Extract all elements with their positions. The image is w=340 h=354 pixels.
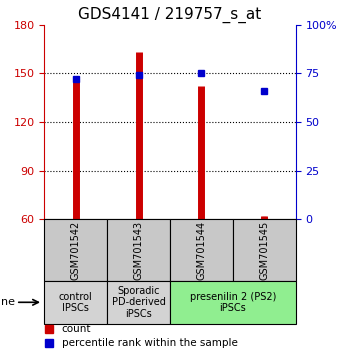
Bar [170,219,233,281]
Text: control
IPSCs: control IPSCs [59,291,92,313]
Text: GSM701543: GSM701543 [134,221,143,280]
Bar [107,219,170,281]
Text: cell line: cell line [0,297,15,307]
Title: GDS4141 / 219757_s_at: GDS4141 / 219757_s_at [79,7,261,23]
Bar [233,219,296,281]
Text: Sporadic
PD-derived
iPSCs: Sporadic PD-derived iPSCs [112,286,166,319]
Bar [107,281,170,324]
Bar [44,281,107,324]
Text: GSM701544: GSM701544 [197,221,206,280]
Text: percentile rank within the sample: percentile rank within the sample [62,338,238,348]
Bar [44,219,107,281]
Text: presenilin 2 (PS2)
iPSCs: presenilin 2 (PS2) iPSCs [190,291,276,313]
Text: count: count [62,324,91,334]
Text: GSM701542: GSM701542 [71,221,81,280]
Bar [170,281,296,324]
Text: GSM701545: GSM701545 [259,221,269,280]
